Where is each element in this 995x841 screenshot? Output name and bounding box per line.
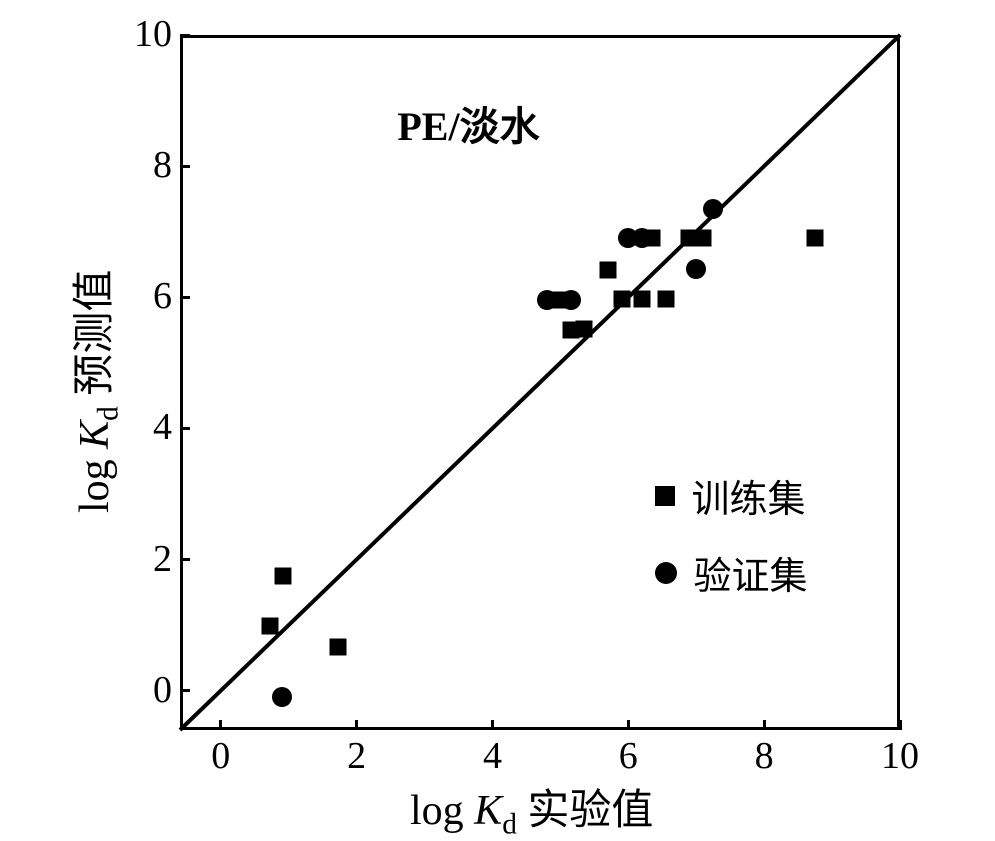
data-point — [576, 320, 593, 337]
data-point — [686, 259, 706, 279]
data-point — [599, 261, 616, 278]
legend-label: 验证集 — [693, 545, 807, 600]
data-point — [703, 199, 723, 219]
data-point — [561, 290, 581, 310]
x-tick-label: 8 — [734, 734, 794, 778]
x-tick-label: 6 — [598, 734, 658, 778]
plot-title: PE/淡水 — [397, 94, 539, 152]
y-tick-label: 8 — [112, 143, 172, 187]
data-point — [272, 687, 292, 707]
data-point — [275, 567, 292, 584]
data-point — [633, 290, 650, 307]
y-tick-label: 0 — [112, 668, 172, 712]
x-tick-label: 2 — [327, 734, 387, 778]
legend-marker-icon — [655, 562, 677, 584]
x-tick-label: 4 — [462, 734, 522, 778]
data-point — [613, 290, 630, 307]
x-axis-title: log Kd 实验值 — [410, 776, 653, 841]
legend: 训练集验证集 — [655, 468, 807, 622]
y-tick-label: 10 — [112, 12, 172, 56]
x-tick-label: 0 — [191, 734, 251, 778]
data-point — [261, 617, 278, 634]
data-point — [807, 230, 824, 247]
y-axis-title: log Kd 预测值 — [60, 269, 125, 512]
data-point — [657, 290, 674, 307]
data-point — [695, 230, 712, 247]
x-tick-label: 10 — [870, 734, 930, 778]
data-point — [632, 228, 652, 248]
y-tick-label: 2 — [112, 537, 172, 581]
data-point — [329, 639, 346, 656]
legend-marker-icon — [655, 486, 675, 506]
legend-label: 训练集 — [691, 468, 805, 523]
data-point — [537, 290, 557, 310]
scatter-chart: 02468100246810log Kd 实验值log Kd 预测值PE/淡水训… — [0, 0, 995, 827]
